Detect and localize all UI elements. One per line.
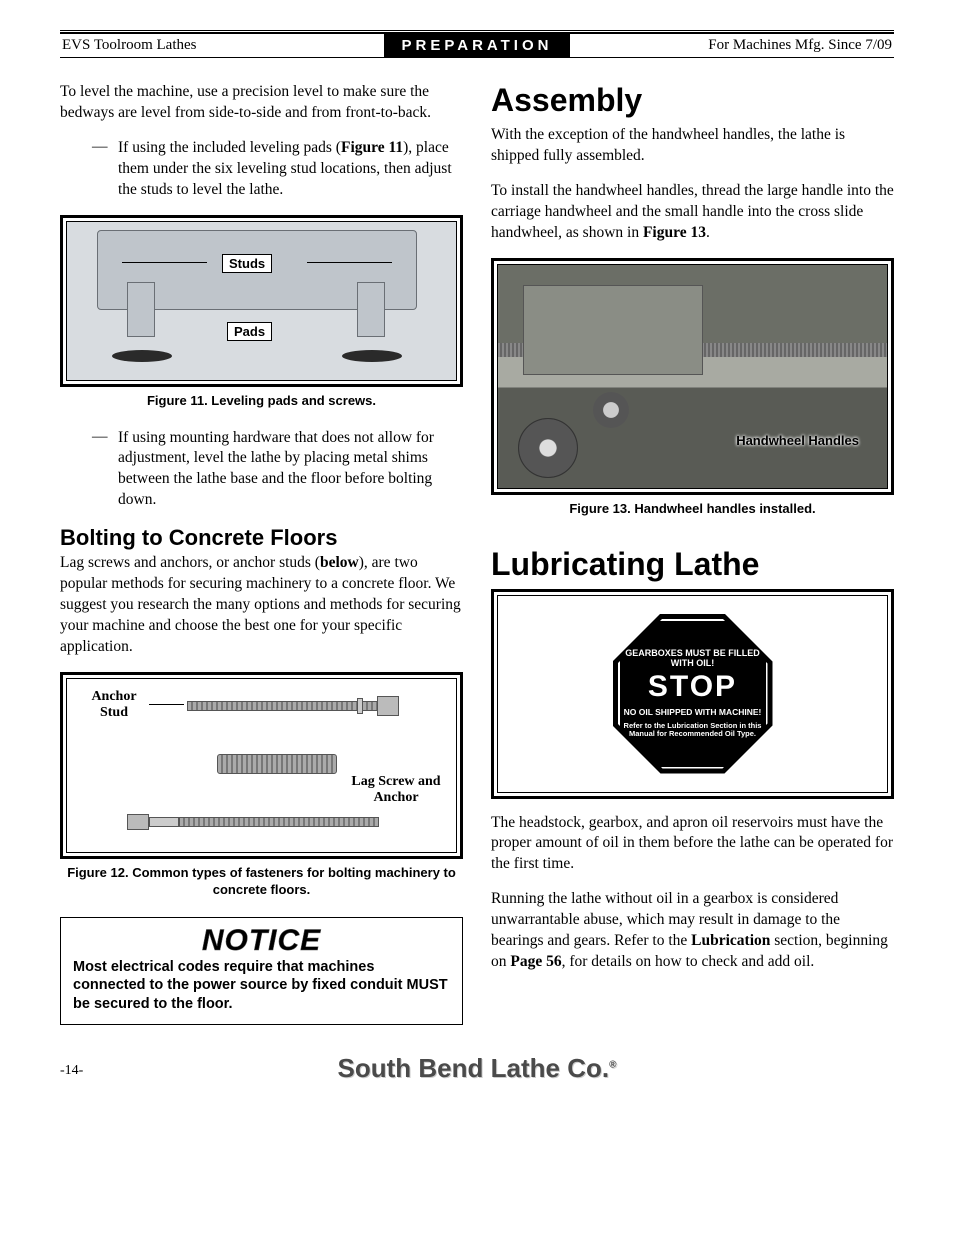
header-left: EVS Toolroom Lathes — [60, 37, 384, 54]
stop-sign-box: GEARBOXES MUST BE FILLED WITH OIL! STOP … — [491, 589, 894, 799]
lubricating-heading: Lubricating Lathe — [491, 546, 894, 583]
leveling-bullet-1: — If using the included leveling pads (F… — [92, 138, 463, 201]
bolting-para: Lag screws and anchors, or anchor studs … — [60, 553, 463, 658]
figure-13-caption: Figure 13. Handwheel handles installed. — [491, 501, 894, 518]
page-footer: -14- South Bend Lathe Co.® — [60, 1053, 894, 1084]
fig12-label-lag: Lag Screw and Anchor — [346, 774, 446, 806]
figure-12-caption: Figure 12. Common types of fasteners for… — [60, 865, 463, 899]
assembly-p2: To install the handwheel handles, thread… — [491, 181, 894, 244]
right-column: Assembly With the exception of the handw… — [491, 82, 894, 1025]
header-section-title: PREPARATION — [384, 33, 571, 58]
bolting-heading: Bolting to Concrete Floors — [60, 525, 463, 551]
figure-13: Handwheel Handles — [491, 258, 894, 495]
fig11-label-studs: Studs — [222, 254, 272, 273]
notice-body: Most electrical codes require that machi… — [73, 958, 450, 1015]
figure-12: Anchor Stud Lag Screw and Anchor — [60, 672, 463, 859]
assembly-heading: Assembly — [491, 82, 894, 119]
left-column: To level the machine, use a precision le… — [60, 82, 463, 1025]
page-number: -14- — [60, 1063, 83, 1079]
stop-sign: GEARBOXES MUST BE FILLED WITH OIL! STOP … — [613, 614, 773, 774]
fig13-label-handwheel: Handwheel Handles — [736, 434, 859, 448]
header-right: For Machines Mfg. Since 7/09 — [570, 37, 894, 54]
fig12-label-anchor: Anchor Stud — [79, 689, 149, 721]
figure-11: Studs Pads — [60, 215, 463, 387]
notice-box: NOTICE Most electrical codes require tha… — [60, 917, 463, 1026]
figure-11-caption: Figure 11. Leveling pads and screws. — [60, 393, 463, 410]
fig11-label-pads: Pads — [227, 322, 272, 341]
footer-brand: South Bend Lathe Co.® — [338, 1053, 617, 1084]
notice-title: NOTICE — [73, 924, 450, 958]
assembly-p1: With the exception of the handwheel hand… — [491, 125, 894, 167]
leveling-intro: To level the machine, use a precision le… — [60, 82, 463, 124]
leveling-bullet-2: — If using mounting hardware that does n… — [92, 428, 463, 512]
page-header: EVS Toolroom Lathes PREPARATION For Mach… — [60, 32, 894, 58]
lube-p1: The headstock, gearbox, and apron oil re… — [491, 813, 894, 876]
lube-p2: Running the lathe without oil in a gearb… — [491, 889, 894, 973]
